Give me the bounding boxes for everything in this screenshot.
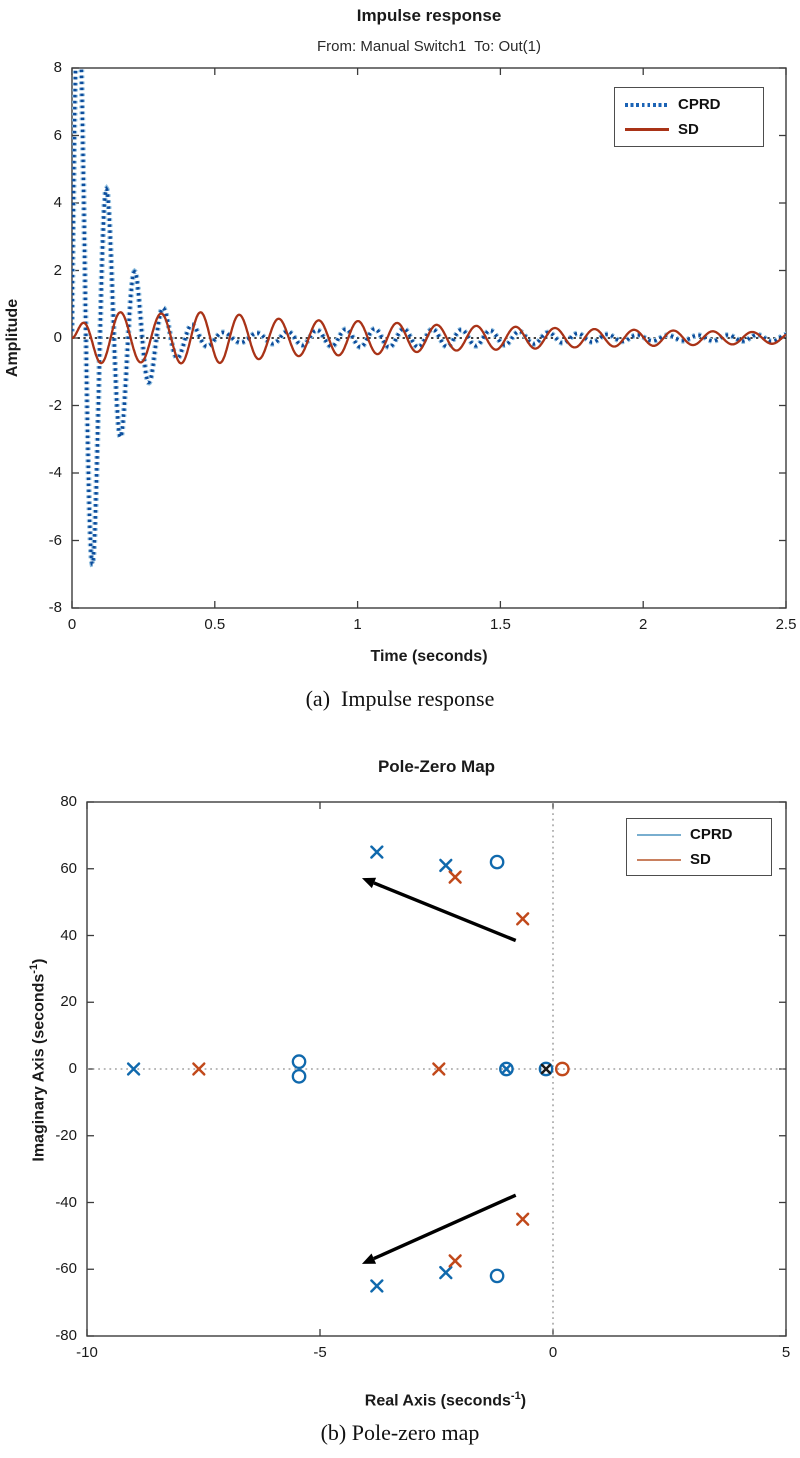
- sd-pole-marker: [448, 1254, 462, 1268]
- pole-zero-y-tick-label: 40: [60, 926, 77, 944]
- xlabel-text: Real Axis (seconds: [364, 1392, 511, 1410]
- pole-zero-legend: CPRD SD: [626, 818, 772, 876]
- cprd-pole-marker: [126, 1062, 141, 1076]
- pole-zero-x-tick-label: -5: [313, 1344, 327, 1361]
- pole-zero-legend-item-cprd: CPRD: [637, 826, 761, 843]
- impulse-legend: CPRD SD: [614, 87, 764, 147]
- cprd-zero-marker: [538, 1061, 554, 1077]
- impulse-x-tick-label: 0: [67, 616, 77, 633]
- overlapping-pole-marker: [540, 1063, 552, 1075]
- impulse-x-tick-label: 1: [353, 616, 362, 633]
- pole-zero-y-tick-label: 60: [60, 859, 77, 877]
- ylabel-superscript: -1: [28, 963, 40, 974]
- cprd-zero-marker: [489, 1268, 505, 1284]
- impulse-legend-label-sd: SD: [678, 121, 699, 138]
- cprd-pole-marker: [501, 1063, 512, 1075]
- cprd-dotted-line-sample: [625, 102, 669, 107]
- pole-zero-caption: (b) Pole-zero map: [320, 1420, 480, 1445]
- annotation-arrow: [373, 1193, 517, 1261]
- pole-zero-title: Pole-Zero Map: [377, 757, 496, 776]
- impulse-y-tick-label: -6: [48, 531, 62, 549]
- annotation-arrowhead: [361, 1253, 377, 1264]
- pole-zero-x-tick-label: 0: [548, 1344, 558, 1361]
- impulse-y-tick-label: -2: [48, 396, 62, 414]
- xlabel-close: ): [520, 1392, 527, 1410]
- pole-zero-x-tick-label: -10: [76, 1344, 98, 1361]
- sd-pole-marker: [516, 912, 530, 926]
- pole-zero-legend-item-sd: SD: [637, 851, 761, 868]
- pole-zero-plot-area: [86, 801, 787, 1337]
- pole-zero-y-tick-label: -60: [55, 1260, 77, 1278]
- sd-line-sample: [637, 858, 681, 861]
- impulse-x-tick-label: 2.5: [775, 616, 797, 633]
- impulse-y-axis-label: Amplitude: [4, 298, 21, 378]
- pole-zero-y-tick-label: 20: [60, 993, 77, 1011]
- xlabel-superscript: -1: [510, 1390, 521, 1402]
- pole-zero-legend-label-sd: SD: [690, 851, 711, 868]
- cprd-pole-marker: [439, 858, 453, 873]
- cprd-pole-marker: [370, 1279, 384, 1293]
- cprd-zero-marker: [489, 854, 505, 870]
- impulse-caption: (a) Impulse response: [305, 686, 495, 711]
- impulse-y-tick-label: 4: [53, 194, 62, 211]
- pole-zero-x-axis-label: Real Axis (seconds-1): [87, 1372, 786, 1428]
- impulse-x-tick-label: 2: [639, 616, 648, 633]
- impulse-subtitle: From: Manual Switch1 To: Out(1): [317, 38, 541, 55]
- pole-zero-legend-label-cprd: CPRD: [690, 826, 733, 843]
- cprd-pole-marker: [439, 1265, 453, 1280]
- cprd-zero-marker: [291, 1068, 307, 1084]
- impulse-x-tick-label: 1.5: [489, 616, 511, 633]
- pole-zero-y-tick-label: -80: [55, 1327, 77, 1344]
- impulse-y-tick-label: -4: [48, 464, 62, 481]
- sd-curve: [72, 311, 786, 365]
- sd-pole-marker: [448, 870, 462, 884]
- impulse-y-tick-label: -8: [48, 599, 62, 616]
- impulse-x-tick-label: 0.5: [204, 616, 226, 633]
- sd-pole-marker: [516, 1212, 530, 1226]
- impulse-legend-label-cprd: CPRD: [678, 96, 721, 113]
- impulse-y-tick-label: 0: [53, 329, 62, 346]
- sd-pole-marker: [192, 1062, 206, 1076]
- pole-zero-y-tick-label: -40: [55, 1193, 77, 1211]
- cprd-zero-marker: [499, 1061, 514, 1077]
- sd-pole-marker: [432, 1062, 446, 1076]
- ylabel-close: ): [30, 958, 48, 964]
- ylabel-text: Imaginary Axis (seconds: [30, 973, 48, 1162]
- impulse-legend-item-cprd: CPRD: [625, 96, 753, 113]
- impulse-y-tick-label: 2: [53, 261, 62, 279]
- annotation-arrowhead: [361, 877, 377, 889]
- pole-zero-y-tick-label: 0: [68, 1060, 77, 1077]
- cprd-zero-marker: [291, 1054, 307, 1070]
- sd-zero-marker: [554, 1061, 570, 1077]
- cprd-line-sample: [637, 833, 681, 836]
- impulse-curves: [72, 68, 786, 568]
- impulse-y-tick-label: 8: [53, 59, 62, 76]
- impulse-title: Impulse response: [356, 6, 502, 25]
- impulse-y-tick-label: 6: [53, 126, 62, 144]
- annotation-arrow: [373, 881, 517, 943]
- impulse-plot-area: [71, 67, 787, 609]
- pole-zero-x-tick-label: 5: [781, 1344, 791, 1361]
- pole-zero-y-tick-label: 80: [60, 793, 77, 810]
- sd-solid-line-sample: [625, 128, 669, 131]
- cprd-pole-marker: [370, 845, 384, 859]
- impulse-x-axis-label: Time (seconds): [370, 648, 488, 665]
- pole-zero-y-axis-label: Imaginary Axis (seconds-1): [10, 919, 47, 1219]
- cprd-curve-halo: [72, 68, 786, 568]
- impulse-legend-item-sd: SD: [625, 121, 753, 138]
- pole-zero-y-tick-label: -20: [55, 1126, 77, 1144]
- cprd-curve: [72, 68, 786, 566]
